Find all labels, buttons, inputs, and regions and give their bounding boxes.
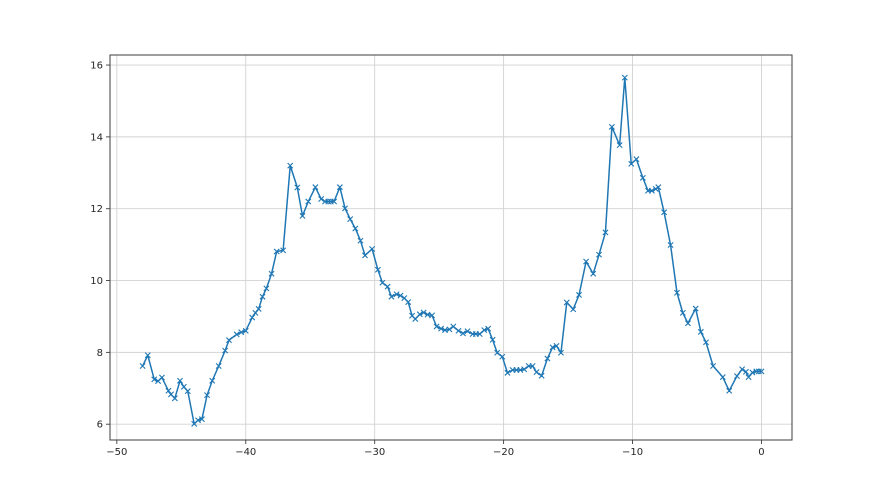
y-tick-label: 12 (90, 204, 103, 215)
plot-border (109, 54, 793, 441)
tick-marks (106, 64, 762, 444)
y-tick-label: 10 (90, 276, 103, 287)
x-tick-labels: −50 −40 −30 −20 −10 0 (106, 447, 764, 458)
series-polyline (141, 76, 763, 425)
y-tick-label: 8 (97, 348, 103, 359)
x-tick-label: −10 (622, 447, 643, 458)
y-tick-label: 16 (90, 61, 103, 72)
x-tick-label: 0 (758, 447, 764, 458)
y-tick-label: 14 (90, 132, 103, 143)
x-tick-label: −50 (106, 447, 127, 458)
data-point-markers (139, 74, 765, 427)
data-series-line (141, 76, 763, 425)
x-marker-glyphs (139, 74, 765, 427)
y-tick-labels: 6 8 10 12 14 16 (90, 61, 103, 431)
x-tick-label: −30 (364, 447, 385, 458)
axes-border (109, 54, 793, 441)
y-tick-label: 6 (97, 420, 103, 431)
x-tick-label: −20 (493, 447, 514, 458)
grid-lines (110, 55, 792, 440)
x-tick-label: −40 (235, 447, 256, 458)
